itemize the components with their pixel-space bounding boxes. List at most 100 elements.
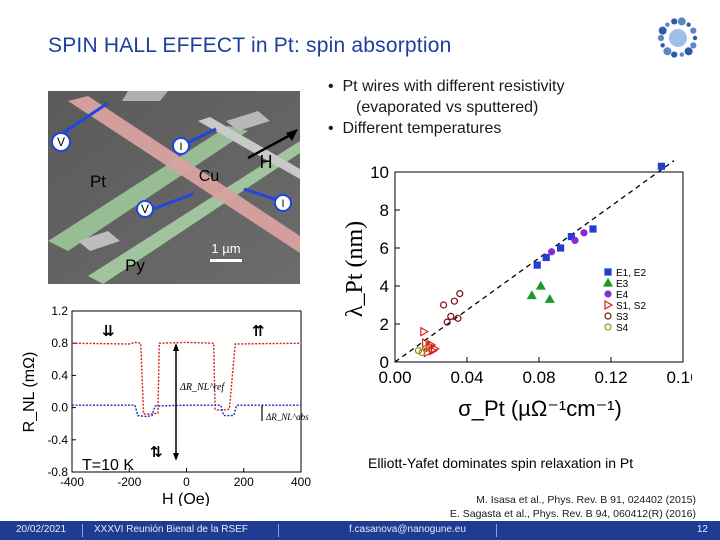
arrow-head — [173, 453, 179, 461]
institution-logo — [657, 17, 698, 58]
v-circle-bottom — [136, 200, 154, 218]
x-tick-label: 0.12 — [594, 368, 627, 387]
y-tick-label: 0.8 — [51, 336, 68, 350]
x-tick-label: -200 — [117, 475, 141, 489]
y-tick-label: -0.4 — [47, 433, 68, 447]
bullet-item: • Pt wires with different resistivity — [328, 78, 565, 95]
logo-dot — [657, 34, 665, 42]
red-trace — [71, 341, 302, 415]
logo-dot — [684, 47, 693, 56]
footer-email: f.casanova@nanogune.eu — [349, 524, 466, 535]
legend-marker — [604, 312, 612, 320]
antiparallel-arrows-icon: ⇊ — [102, 322, 115, 340]
data-point — [567, 232, 575, 241]
fit-line — [394, 160, 675, 363]
bullet-text: (evaporated vs sputtered) — [356, 99, 539, 116]
y-tick-label: 10 — [370, 163, 389, 182]
y-tick-label: -0.8 — [47, 465, 68, 479]
data-point — [429, 345, 439, 356]
lambda-vs-sigma-chart: 0 2 4 6 8 10 0.00 0.04 0.08 0.12 0.16 E1, E2E3E4S1… — [342, 160, 692, 421]
footer-separator — [496, 524, 497, 537]
data-point — [447, 312, 455, 320]
data-point — [443, 318, 451, 326]
y-tick-label: 4 — [380, 277, 389, 296]
logo-dot — [679, 52, 684, 57]
data-point — [454, 314, 462, 322]
data-point — [533, 261, 541, 269]
data-point — [548, 248, 556, 256]
legend-marker — [604, 299, 614, 311]
data-point — [657, 162, 665, 170]
data-point — [542, 253, 550, 262]
v-circle-top — [51, 132, 71, 152]
logo-dot — [690, 42, 697, 49]
data-point — [571, 236, 579, 245]
contact-pad — [122, 91, 168, 101]
label-i-top: I — [179, 141, 182, 153]
legend-label: S3 — [616, 312, 629, 323]
data-point — [450, 297, 459, 305]
data-point — [535, 280, 546, 290]
x-tick-label: 0.04 — [450, 368, 483, 387]
x-tick-label: 0.16 — [666, 368, 692, 387]
footer-event: XXXVI Reunión Bienal de la RSEF — [94, 524, 248, 535]
footer-separator — [82, 524, 83, 537]
y-axis-label: R_NL (mΩ) — [21, 352, 38, 433]
legend-label: E4 — [616, 290, 629, 301]
logo-dot — [677, 17, 686, 26]
blue-trace — [72, 404, 301, 418]
data-point — [414, 347, 423, 355]
legend-label: E1, E2 — [616, 268, 646, 279]
logo-dot — [658, 26, 667, 35]
legend-marker — [604, 323, 612, 331]
references: M. Isasa et al., Phys. Rev. B 91, 024402… — [450, 493, 696, 521]
label-i-right: I — [281, 198, 284, 210]
logo-dot — [665, 22, 670, 27]
x-axis-label: σ_Pt (µΩ⁻¹cm⁻¹) — [458, 396, 622, 421]
scale-bar — [210, 259, 242, 262]
x-tick-label: -400 — [60, 475, 84, 489]
legend-marker — [604, 268, 612, 276]
y-tick-label: 0.0 — [51, 401, 68, 415]
legend-label: E3 — [616, 279, 629, 290]
temperature-annotation: T=10 K — [82, 457, 134, 474]
sem-device-image: V I H Pt Cu V I Py 1 µm — [48, 91, 300, 284]
y-tick-label: 1.2 — [51, 304, 68, 318]
contact-pad — [226, 111, 270, 131]
scale-bar-label: 1 µm — [211, 241, 240, 256]
py-wire-1 — [48, 126, 248, 251]
h-field-arrow — [247, 131, 295, 160]
x-axis-label: H (Oe) — [162, 491, 210, 506]
rnl-vs-field-chart: 1.2 0.8 0.4 0.0 -0.4 -0.8-400 -200 0 200 400 R_NL… — [21, 304, 311, 506]
bullet-text: Different temperatures — [342, 120, 502, 137]
arrow-head — [173, 343, 179, 351]
legend-label: S4 — [616, 323, 629, 334]
y-tick-label: 2 — [380, 315, 389, 334]
label-v-top: V — [57, 135, 65, 149]
y-tick-label: 6 — [380, 239, 389, 258]
x-tick-label: 0.00 — [378, 368, 411, 387]
conclusion-caption: Elliott-Yafet dominates spin relaxation … — [368, 455, 634, 471]
i-lead-right — [243, 187, 281, 203]
data-point — [420, 326, 430, 337]
v-lead-top — [59, 101, 109, 137]
bullet-item: • Different temperatures — [328, 120, 502, 137]
logo-dot — [686, 22, 691, 27]
slide-footer: 20/02/2021 XXXVI Reunión Bienal de la RS… — [0, 521, 720, 540]
py-wire-2 — [88, 141, 300, 284]
legend-marker — [602, 277, 614, 287]
y-axis-label: λ_Pt (nm) — [342, 221, 368, 317]
data-point — [544, 294, 555, 303]
y-tick-label: 8 — [380, 201, 389, 220]
data-point — [580, 229, 588, 237]
logo-dot — [660, 43, 665, 48]
logo-dot — [692, 35, 698, 41]
data-point — [430, 343, 440, 354]
parallel-arrows-icon: ⇈ — [252, 322, 265, 340]
logo-center — [669, 29, 687, 47]
y-tick-label: 0 — [380, 353, 389, 372]
label-h: H — [260, 152, 273, 172]
i-circle-top — [172, 137, 190, 155]
reference-2: E. Sagasta et al., Phys. Rev. B 94, 0604… — [449, 508, 696, 520]
data-point — [456, 290, 464, 298]
